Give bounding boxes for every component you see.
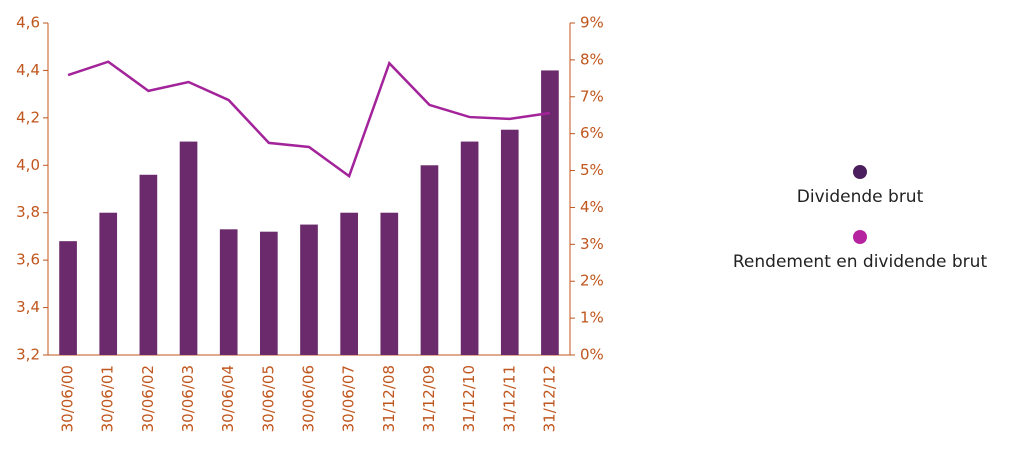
x-tick-label: 31/12/10 [460, 365, 478, 432]
x-tick-label: 30/06/04 [219, 365, 237, 432]
y2-tick-label: 0% [580, 346, 604, 364]
bar [260, 231, 278, 355]
y-tick-label: 3,8 [16, 203, 40, 221]
y2-tick-label: 2% [580, 272, 604, 290]
y2-tick-label: 4% [580, 198, 604, 216]
bar [380, 212, 399, 355]
bar [340, 212, 358, 355]
bar [500, 129, 519, 355]
x-tick-label: 30/06/01 [99, 365, 117, 432]
x-tick-label: 31/12/12 [540, 365, 558, 432]
legend-label: Dividende brut [797, 187, 924, 207]
y-tick-label: 3,4 [16, 298, 40, 316]
x-tick-label: 30/06/02 [139, 365, 157, 432]
bar [179, 141, 198, 355]
y2-tick-label: 5% [580, 161, 604, 179]
x-tick-label: 31/12/11 [500, 365, 518, 432]
y2-tick-label: 1% [580, 309, 604, 327]
bar [99, 212, 118, 355]
x-tick-label: 30/06/05 [259, 365, 277, 432]
x-tick-label: 30/06/00 [59, 365, 77, 432]
y2-tick-label: 9% [580, 14, 604, 32]
bar [541, 70, 559, 355]
y-tick-label: 4,6 [16, 14, 40, 32]
legend-label: Rendement en dividende brut [733, 252, 988, 272]
legend-marker [853, 230, 867, 244]
y2-tick-label: 6% [580, 124, 604, 142]
bar [219, 229, 238, 355]
x-tick-label: 30/06/07 [340, 365, 358, 432]
y-tick-label: 4,0 [16, 156, 40, 174]
line [67, 60, 551, 179]
x-tick-label: 31/12/09 [420, 365, 438, 432]
y-tick-label: 4,2 [16, 108, 40, 126]
legend-marker [853, 165, 867, 179]
y-tick-label: 4,4 [16, 61, 40, 79]
y-tick-label: 3,2 [16, 346, 40, 364]
x-tick-label: 30/06/03 [179, 365, 197, 432]
bar [420, 165, 439, 355]
bar [300, 224, 318, 355]
y2-tick-label: 7% [580, 87, 604, 105]
y-tick-label: 3,6 [16, 251, 40, 269]
x-tick-label: 31/12/08 [380, 365, 398, 432]
x-tick-label: 30/06/06 [300, 365, 318, 432]
bar [59, 241, 77, 355]
y2-tick-label: 3% [580, 235, 604, 253]
bar [460, 141, 479, 355]
bar [139, 174, 158, 355]
y2-tick-label: 8% [580, 50, 604, 68]
